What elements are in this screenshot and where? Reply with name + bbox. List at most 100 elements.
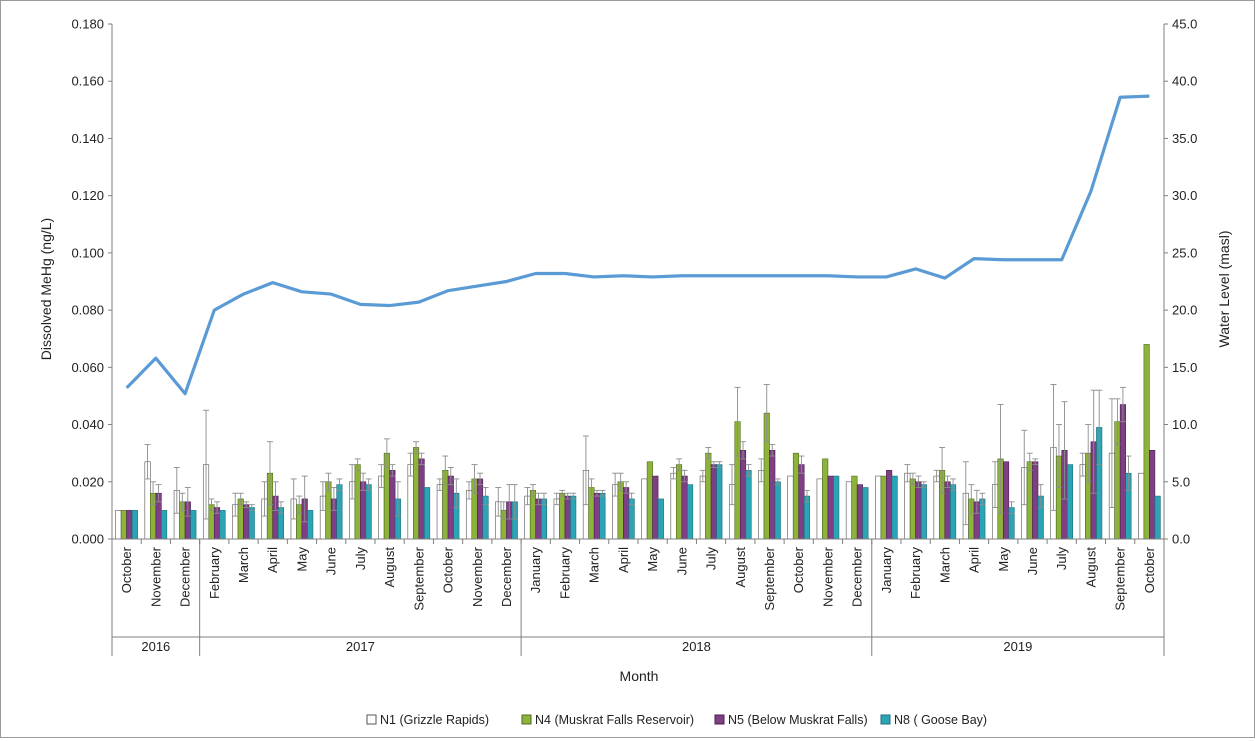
bar-s3-c10 [424,487,431,540]
axes-layer: 0.000 0.020 0.040 0.060 0.080 0.100 0.120 0.140… [71,17,1197,547]
y-tick-label-left-4: 0.080 [71,303,104,318]
month-label-4: March [236,547,251,583]
bar-s1-c14 [529,490,537,540]
bar-s0-c11 [436,484,443,540]
bar-s2-c30 [1002,461,1010,540]
bar-s2-c15 [564,495,571,540]
bar-s1-c15 [559,492,566,540]
month-label-26: January [879,547,894,594]
month-label-13: December [499,546,514,607]
year-label-2018: 2018 [682,639,711,654]
bar-s3-c27 [920,484,927,540]
bar-s1-c24 [822,458,829,540]
bar-s3-c19 [687,484,694,540]
bar-s2-c35 [1149,450,1156,540]
month-label-12: November [470,546,485,607]
month-label-1: November [148,546,163,607]
month-label-6: May [294,547,309,572]
legend-swatch-n5 [714,714,725,725]
legend-label-n5: N5 (Below Muskrat Falls) [728,713,868,727]
month-label-3: February [207,547,222,600]
bar-s1-c0 [120,510,127,540]
y-tick-label-left-0: 0.000 [71,532,104,547]
month-label-8: July [353,547,368,571]
bar-s2-c22 [769,450,776,540]
y-tick-label-left-9: 0.180 [71,17,104,32]
month-label-15: February [557,547,572,600]
month-label-2: December [178,546,193,607]
bar-s3-c32 [1066,464,1074,540]
bar-s0-c23 [787,475,794,540]
month-label-21: August [733,547,748,588]
bar-s3-c1 [161,510,168,540]
year-label-2019: 2019 [1003,639,1032,654]
month-label-22: September [762,546,777,610]
month-label-16: March [587,547,602,583]
bar-s2-c27 [915,481,922,540]
bar-s0-c26 [875,475,882,540]
bar-s2-c18 [652,475,659,540]
month-label-34: September [1113,546,1128,610]
bar-s2-c0 [126,510,133,540]
bar-s2-c10 [418,458,425,540]
bar-s2-c17 [623,487,630,540]
bar-s1-c8 [354,464,361,540]
bar-s0-c25 [845,481,852,540]
bar-s3-c6 [307,510,314,540]
bar-s3-c18 [657,498,664,540]
bar-s3-c16 [599,492,606,540]
bar-s0-c35 [1138,472,1145,540]
bar-s1-c23 [792,452,800,540]
bar-s1-c31 [1026,461,1033,540]
bar-s2-c21 [739,450,747,540]
month-label-25: December [850,546,865,607]
bar-s3-c20 [716,464,723,540]
bar-s0-c27 [904,472,911,540]
month-label-14: January [528,547,543,594]
y-tick-label-left-1: 0.020 [71,474,104,489]
month-label-10: September [411,546,426,610]
bar-s1-c10 [413,447,420,540]
legend-swatch-n4 [521,714,532,725]
bar-s1-c35 [1143,344,1150,540]
month-label-18: May [645,547,660,572]
year-label-2016: 2016 [141,639,170,654]
bar-s2-c31 [1032,461,1039,540]
bar-s2-c12 [476,478,484,540]
y-tick-label-left-3: 0.060 [71,360,104,375]
month-label-27: February [908,547,923,600]
bar-s3-c2 [190,510,197,540]
bar-s3-c4 [248,507,255,540]
x-axis-layer: October November December February March Apri… [111,539,1165,656]
y-tick-label-right-0: 0.0 [1172,532,1190,547]
bar-s2-c11 [447,475,454,540]
x-axis-title: Month [620,668,659,684]
bar-s2-c20 [710,464,717,540]
y-tick-label-right-3: 15.0 [1172,360,1197,375]
bar-s3-c7 [336,484,343,540]
bar-s0-c20 [699,475,706,540]
y-tick-label-right-5: 25.0 [1172,245,1197,260]
y-tick-label-right-1: 5.0 [1172,474,1190,489]
water-level-line-layer [125,94,1150,396]
month-label-30: May [996,547,1011,572]
bar-s2-c25 [856,484,863,540]
y-tick-label-right-6: 30.0 [1172,188,1197,203]
bar-s2-c34 [1119,404,1126,540]
y-tick-label-left-8: 0.160 [71,74,104,89]
bar-s3-c8 [365,484,372,540]
month-label-0: October [119,546,134,593]
bar-s3-c35 [1154,495,1161,540]
month-label-33: August [1083,547,1098,588]
y-tick-label-right-7: 35.0 [1172,131,1197,146]
month-label-7: June [324,547,339,575]
bar-s1-c25 [851,475,858,540]
month-label-11: October [441,546,456,593]
y-axis-title-right: Water Level (masl) [1216,231,1232,348]
bar-s1-c27 [909,478,916,540]
bar-s3-c24 [833,475,840,540]
y-tick-label-right-4: 20.0 [1172,303,1197,318]
bar-s1-c18 [646,461,653,540]
